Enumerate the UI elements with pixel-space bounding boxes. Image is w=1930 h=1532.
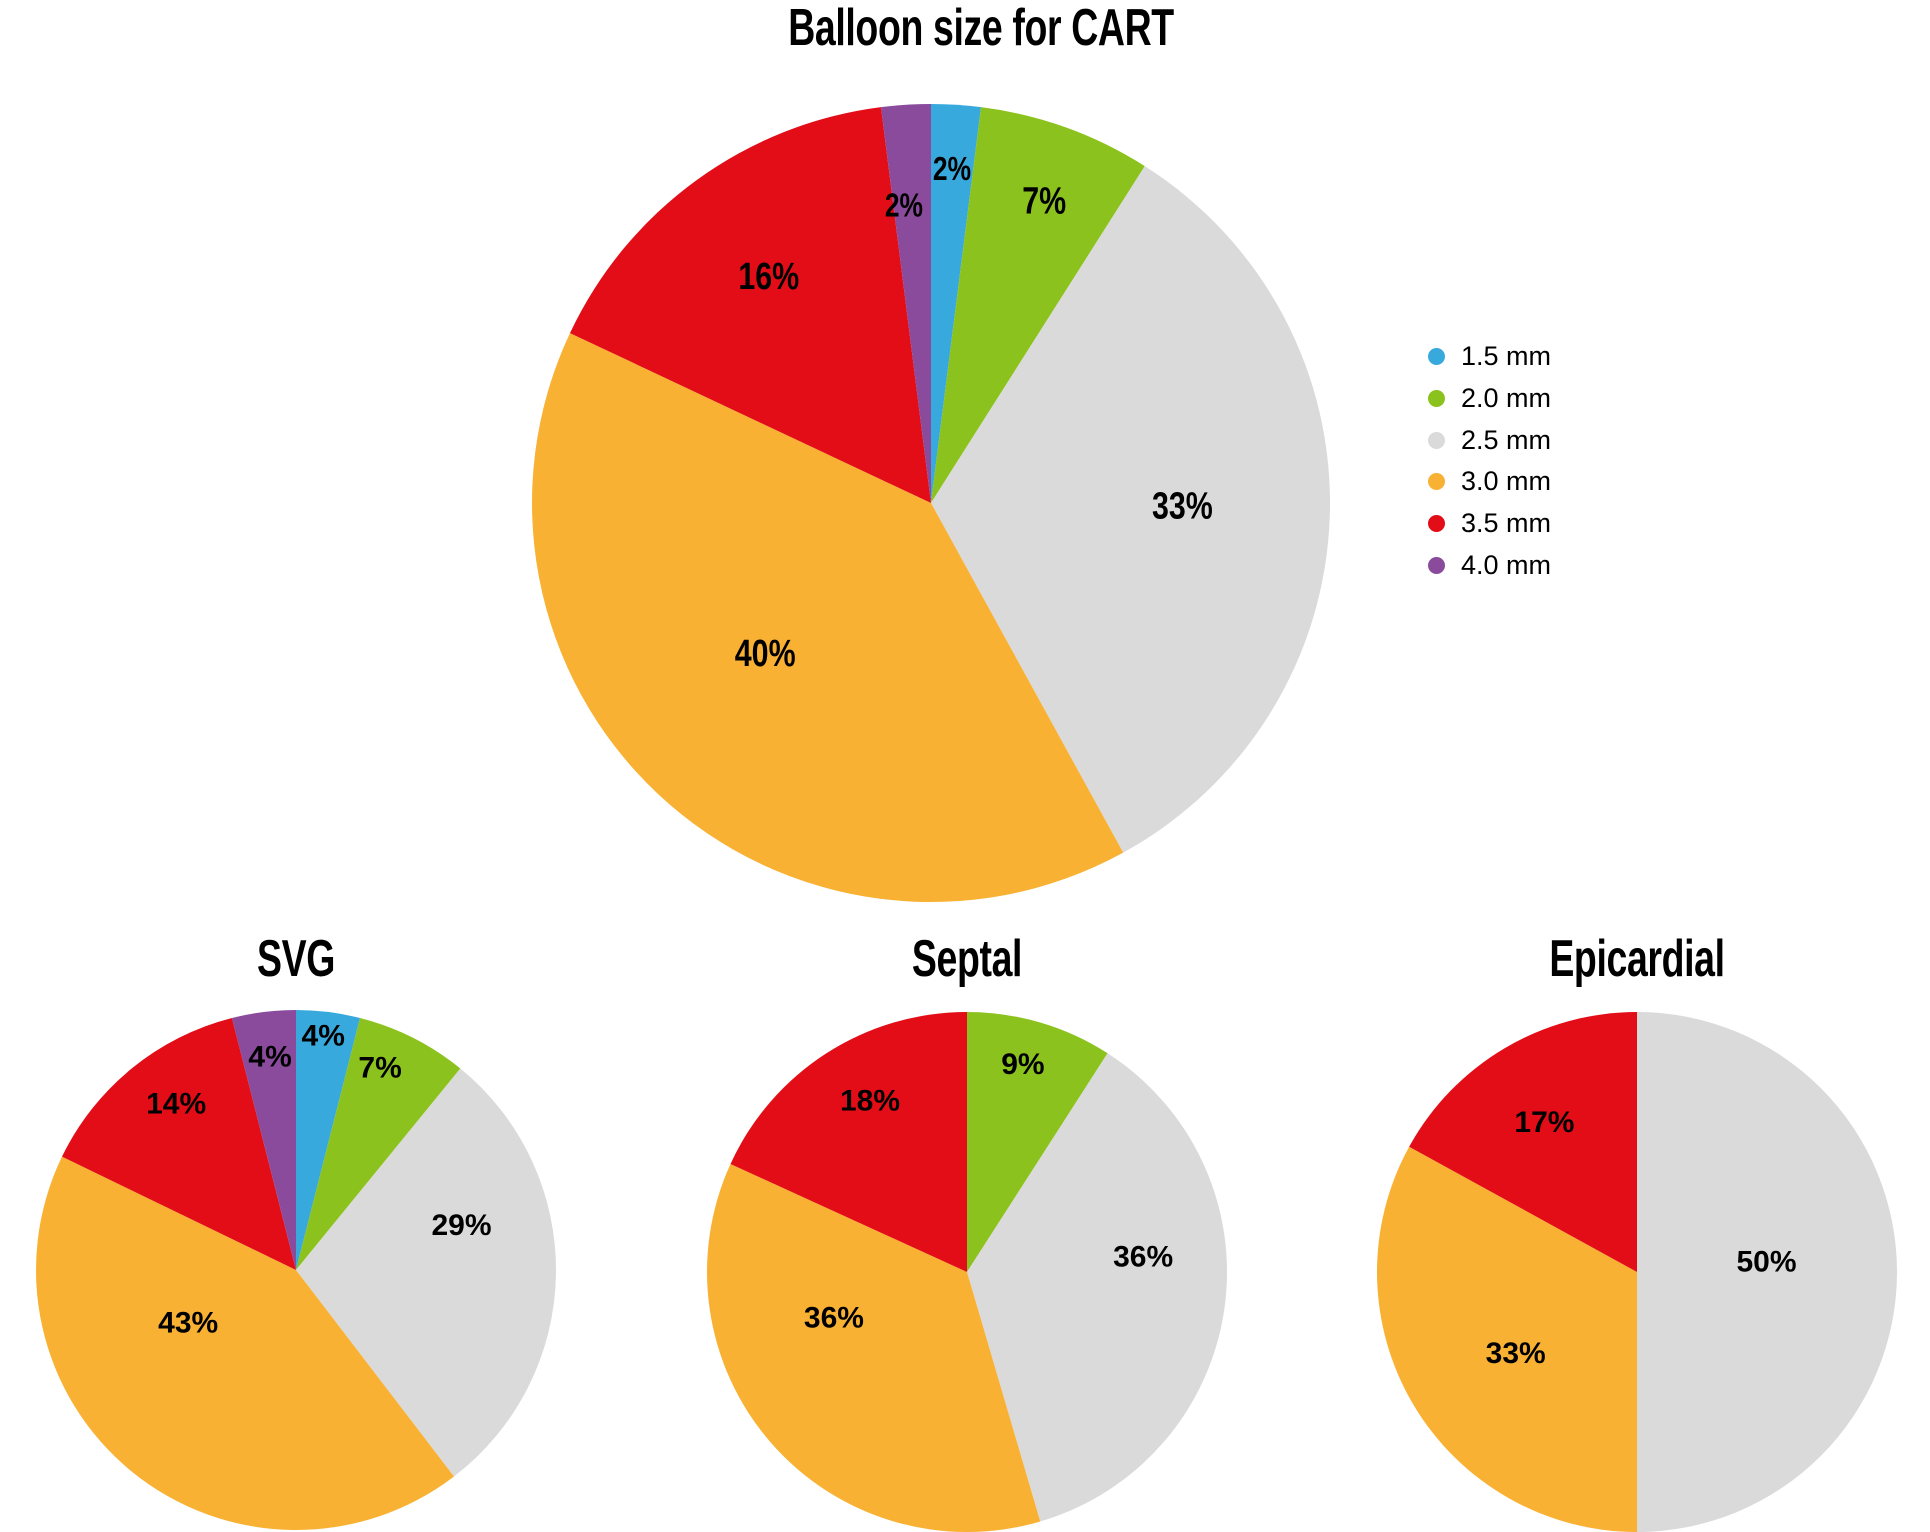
legend-label-1-5mm: 1.5 mm — [1461, 341, 1552, 372]
epicardial-chart-title-text: Epicardial — [1549, 930, 1725, 988]
septal-chart-title: Septal — [890, 931, 1043, 987]
legend-label-3-0mm: 3.0 mm — [1461, 466, 1552, 497]
svg-label-40mm: 4% — [248, 1040, 291, 1073]
svg-label-25mm: 29% — [431, 1209, 491, 1242]
cart-slice-20mm — [931, 107, 1145, 504]
svg-slice-20mm — [296, 1018, 461, 1270]
legend-item-4-0mm: 4.0 mm — [1428, 544, 1551, 586]
septal-label-30mm: 36% — [804, 1301, 864, 1334]
svg-label-20mm: 7% — [358, 1052, 401, 1085]
septal-label-20mm: 9% — [1001, 1048, 1044, 1081]
svg-chart-title: SVG — [242, 931, 350, 987]
septal-slice-25mm — [967, 1053, 1228, 1522]
septal-slice-20mm — [967, 1012, 1108, 1272]
septal-chart-title-text: Septal — [911, 930, 1023, 988]
septal-label-25mm: 36% — [1113, 1241, 1173, 1274]
epicardial-chart-title: Epicardial — [1515, 931, 1759, 987]
svg-slice-35mm — [62, 1018, 296, 1270]
main-chart-title-text: Balloon size for CART — [788, 0, 1174, 57]
cart-slice-15mm — [931, 104, 982, 503]
legend-swatch-2-0mm-icon — [1428, 390, 1445, 408]
cart-label-40mm: 2% — [885, 188, 923, 224]
cart-slice-25mm — [931, 166, 1331, 853]
epicardial-slice-35mm — [1409, 1012, 1637, 1272]
epicardial-label-30mm: 33% — [1486, 1337, 1546, 1370]
legend-label-3-5mm: 3.5 mm — [1461, 508, 1552, 539]
legend-item-3-0mm: 3.0 mm — [1428, 461, 1551, 503]
legend-swatch-2-5mm-icon — [1428, 431, 1445, 449]
legend-swatch-3-0mm-icon — [1428, 473, 1445, 491]
svg-slice-15mm — [296, 1010, 361, 1270]
svg-label-15mm: 4% — [302, 1020, 345, 1053]
svg-slice-25mm — [296, 1068, 557, 1477]
cart-slice-40mm — [880, 104, 931, 503]
cart-label-30mm: 40% — [735, 633, 796, 675]
septal-slice-35mm — [730, 1012, 967, 1272]
legend-item-1-5mm: 1.5 mm — [1428, 336, 1551, 378]
legend-label-2-0mm: 2.0 mm — [1461, 383, 1552, 414]
legend-swatch-3-5mm-icon — [1428, 515, 1445, 533]
cart-label-35mm: 16% — [738, 256, 799, 298]
septal-slice-30mm — [707, 1163, 1041, 1532]
svg-slice-40mm — [231, 1010, 296, 1270]
cart-slice-35mm — [569, 107, 931, 504]
svg-slice-30mm — [35, 1156, 455, 1531]
legend-swatch-4-0mm-icon — [1428, 556, 1445, 574]
svg-label-30mm: 43% — [158, 1306, 218, 1339]
epicardial-label-35mm: 17% — [1514, 1106, 1574, 1139]
svg-chart-title-text: SVG — [257, 930, 335, 988]
legend-item-3-5mm: 3.5 mm — [1428, 503, 1551, 545]
legend-label-2-5mm: 2.5 mm — [1461, 424, 1552, 455]
epicardial-slice-30mm — [1376, 1146, 1637, 1532]
legend-label-4-0mm: 4.0 mm — [1461, 549, 1552, 580]
epicardial-label-25mm: 50% — [1736, 1246, 1796, 1279]
legend-swatch-1-5mm-icon — [1428, 348, 1445, 366]
cart-label-25mm: 33% — [1152, 485, 1213, 527]
legend-item-2-0mm: 2.0 mm — [1428, 378, 1551, 420]
cart-slice-30mm — [531, 333, 1124, 903]
main-chart-title: Balloon size for CART — [713, 0, 1249, 56]
legend-item-2-5mm: 2.5 mm — [1428, 419, 1551, 461]
septal-label-35mm: 18% — [840, 1084, 900, 1117]
cart-label-15mm: 2% — [933, 151, 971, 187]
epicardial-slice-25mm — [1637, 1012, 1897, 1532]
cart-label-20mm: 7% — [1022, 180, 1066, 222]
svg-label-35mm: 14% — [146, 1088, 206, 1121]
legend: 1.5 mm 2.0 mm 2.5 mm 3.0 mm 3.5 mm 4.0 m… — [1428, 336, 1551, 586]
